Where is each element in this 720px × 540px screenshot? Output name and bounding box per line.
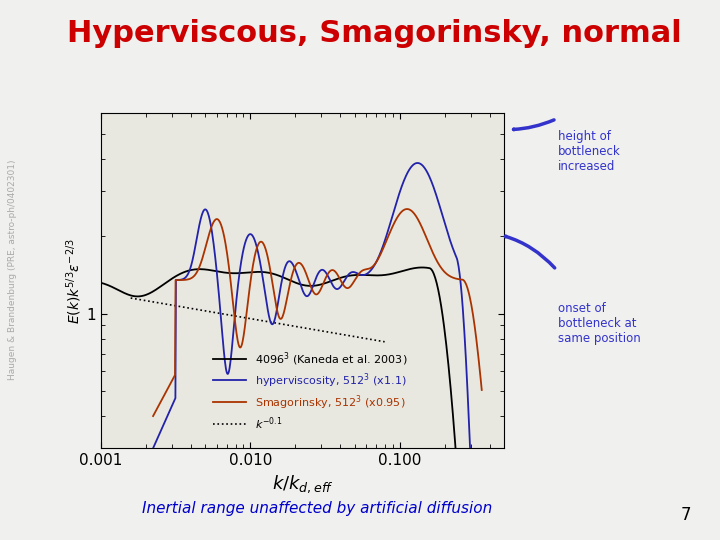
- Text: 7: 7: [680, 506, 691, 524]
- Text: height of
bottleneck
increased: height of bottleneck increased: [558, 130, 621, 173]
- Text: Inertial range unaffected by artificial diffusion: Inertial range unaffected by artificial …: [142, 501, 492, 516]
- Text: Haugen & Brandenburg (PRE, astro-ph/0402301): Haugen & Brandenburg (PRE, astro-ph/0402…: [9, 160, 17, 380]
- X-axis label: $k/k_{d,eff}$: $k/k_{d,eff}$: [271, 474, 333, 495]
- Y-axis label: $E(k)k^{5/3}\varepsilon^{-2/3}$: $E(k)k^{5/3}\varepsilon^{-2/3}$: [64, 238, 84, 324]
- Text: Hyperviscous, Smagorinsky, normal: Hyperviscous, Smagorinsky, normal: [67, 19, 682, 48]
- Text: onset of
bottleneck at
same position: onset of bottleneck at same position: [558, 302, 641, 346]
- Legend: 4096$^3$ (Kaneda et al. 2003), hyperviscosity, 512$^3$ (x1.1), Smagorinsky, 512$: 4096$^3$ (Kaneda et al. 2003), hypervisc…: [209, 346, 413, 436]
